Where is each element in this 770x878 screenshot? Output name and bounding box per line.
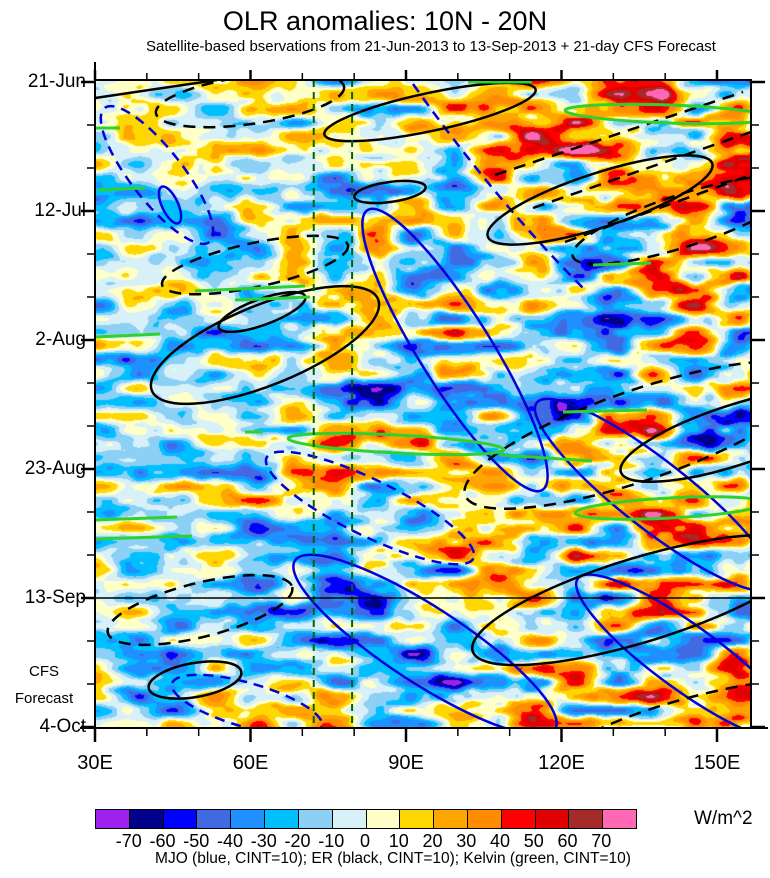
cfs-forecast-label-line2: Forecast	[14, 690, 74, 707]
y-tick-label: 2-Aug	[35, 329, 86, 350]
mjo-contour-dashed	[99, 104, 215, 246]
kelvin-contour	[95, 515, 178, 522]
x-tick-label: 30E	[77, 752, 113, 774]
colorbar-segment	[331, 810, 366, 828]
colorbar-tick-label: 10	[388, 831, 409, 851]
colorbar-segment	[568, 810, 603, 828]
colorbar-tick-label: -40	[216, 831, 244, 851]
kelvin-contour	[573, 495, 751, 521]
kelvin-contour	[286, 431, 506, 457]
mjo-contour	[157, 185, 183, 225]
y-tick-label: 21-Jun	[27, 71, 86, 92]
colorbar-tick-label: 70	[591, 831, 612, 851]
x-tick-label: 90E	[388, 752, 424, 774]
colorbar-segment	[399, 810, 434, 828]
colorbar-tick-label: 50	[523, 831, 544, 851]
y-tick-label: 13-Sep	[24, 587, 86, 608]
colorbar-tick-label: -60	[149, 831, 176, 851]
colorbar-tick-label: -30	[250, 831, 277, 851]
contour-legend-caption: MJO (blue, CINT=10); ER (black, CINT=10)…	[155, 850, 631, 867]
er-contour	[353, 179, 427, 205]
colorbar-segment	[500, 810, 535, 828]
colorbar-tick-label: 40	[489, 831, 511, 851]
colorbar-segment	[96, 810, 129, 828]
kelvin-contour	[95, 332, 161, 339]
colorbar-tick-label: 30	[456, 831, 477, 851]
er-contour	[217, 290, 307, 334]
er-contour-dashed	[154, 80, 346, 129]
colorbar-segment	[433, 810, 467, 828]
chart-subtitle: Satellite-based bservations from 21-Jun-…	[146, 38, 716, 55]
cfs-forecast-label-line1: CFS	[29, 663, 59, 680]
x-tick-label: 120E	[538, 752, 585, 774]
mjo-contour	[361, 207, 549, 493]
colorbar-segment	[297, 810, 332, 828]
colorbar-segment	[534, 810, 569, 828]
mjo-contour-dashed	[170, 673, 324, 728]
wave-contour-overlay	[95, 80, 751, 728]
x-tick-label: 150E	[693, 752, 741, 774]
er-contour-dashed	[532, 130, 751, 210]
colorbar-tick-label: 20	[422, 831, 443, 851]
colorbar-tick-label: -20	[284, 831, 311, 851]
page-title: OLR anomalies: 10N - 20N	[222, 6, 548, 36]
colorbar-tick-labels: -70 -60 -50 -40 -30 -20 -10 0 10 20 30 40 50 60 70	[95, 831, 655, 853]
colorbar-segment	[196, 810, 231, 828]
y-tick-label: 4-Oct	[39, 716, 86, 737]
colorbar-unit-label: W/m^2	[694, 808, 753, 829]
er-contour-dashed	[160, 234, 350, 296]
colorbar-tick-label: -70	[115, 831, 142, 851]
kelvin-contour	[97, 186, 146, 192]
colorbar-segment	[162, 810, 197, 828]
kelvin-contour	[234, 295, 311, 302]
kelvin-contour	[563, 102, 751, 126]
colorbar-tick-label: -50	[183, 831, 210, 851]
kelvin-contour	[592, 261, 652, 267]
kelvin-contour	[95, 534, 193, 541]
er-contour-dashed	[564, 173, 751, 244]
x-tick-label: 60E	[232, 752, 269, 774]
colorbar-tick-label: 60	[557, 831, 578, 851]
kelvin-contour	[194, 284, 306, 293]
colorbar-segment	[602, 810, 636, 828]
colorbar-segment	[264, 810, 298, 828]
y-tick-label: 23-Aug	[24, 458, 86, 479]
y-tick-label: 12-Jul	[34, 200, 86, 221]
hovmoller-plot-area	[95, 80, 751, 728]
er-contour	[95, 80, 218, 100]
colorbar-segment	[365, 810, 400, 828]
colorbar-tick-label: 0	[359, 831, 371, 851]
er-contour	[470, 533, 751, 667]
colorbar-segment	[466, 810, 501, 828]
kelvin-contour	[562, 408, 648, 414]
colorbar-segment	[230, 810, 265, 828]
er-contour-dashed	[106, 573, 294, 647]
er-contour-dashed	[463, 360, 751, 510]
er-contour	[147, 660, 243, 700]
colorbar-segment	[128, 810, 163, 828]
er-contour	[323, 81, 537, 143]
er-contour-dashed	[571, 174, 751, 266]
colorbar	[95, 809, 637, 829]
colorbar-tick-label: -10	[318, 831, 345, 851]
